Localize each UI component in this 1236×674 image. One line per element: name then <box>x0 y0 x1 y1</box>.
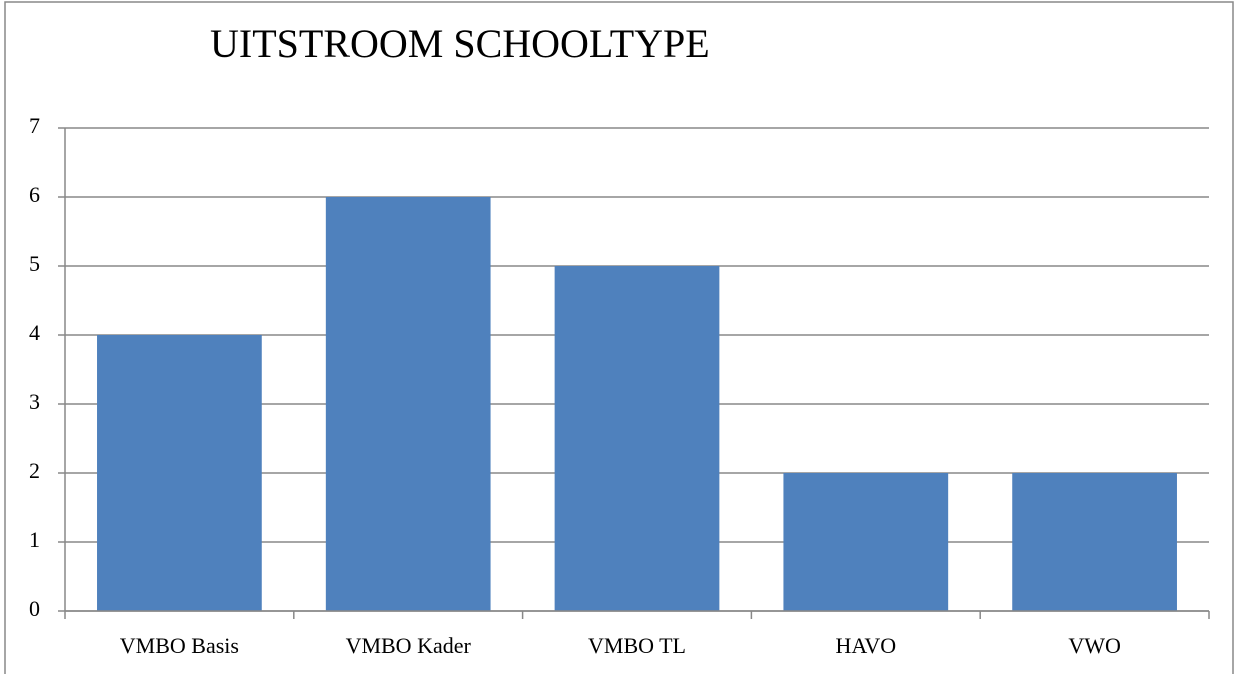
y-tick-label: 5 <box>29 251 40 276</box>
y-tick-label: 4 <box>29 320 40 345</box>
bar <box>1012 473 1177 611</box>
y-tick-label: 3 <box>29 389 40 414</box>
y-tick-label: 2 <box>29 458 40 483</box>
chart-title: UITSTROOM SCHOOLTYPE <box>210 21 710 66</box>
x-tick-label: VWO <box>1068 633 1121 658</box>
y-tick-label: 7 <box>29 113 40 138</box>
chart-border <box>4 1 1234 674</box>
x-tick-label: VMBO TL <box>588 633 686 658</box>
y-tick-label: 0 <box>29 596 40 621</box>
x-tick-label: VMBO Kader <box>346 633 472 658</box>
y-tick-label: 1 <box>29 527 40 552</box>
x-tick-label: HAVO <box>835 633 896 658</box>
bar <box>97 335 262 611</box>
bar <box>325 197 491 611</box>
bar <box>554 266 720 611</box>
bar <box>783 473 949 611</box>
y-tick-label: 6 <box>29 182 40 207</box>
x-tick-label: VMBO Basis <box>120 633 239 658</box>
